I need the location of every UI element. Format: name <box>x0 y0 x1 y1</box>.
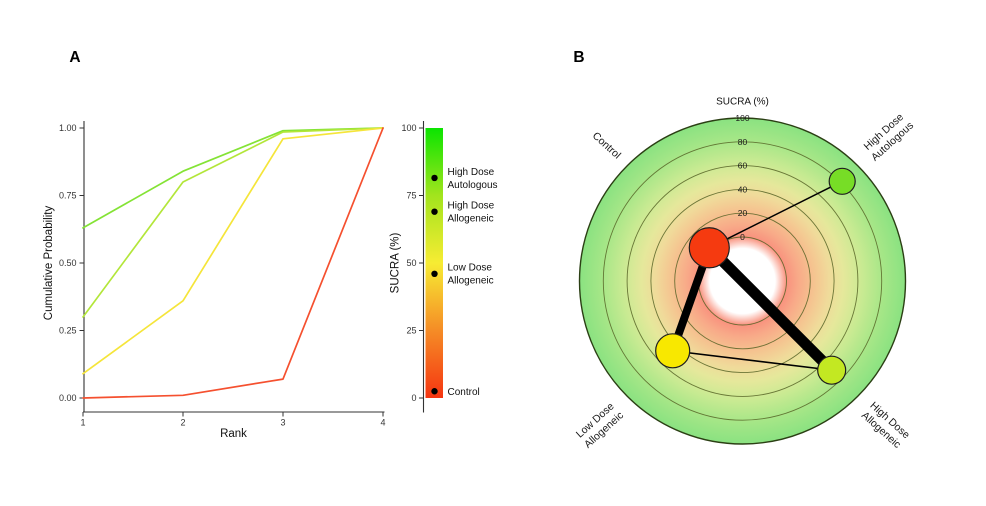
radial-ring-label-40: 40 <box>738 184 748 194</box>
panel-b-radial-network: 0 20 40 60 80 100 Control High DoseAutologous Lo… <box>573 110 916 451</box>
radial-ring-label-60: 60 <box>738 161 748 171</box>
node-label-high-dose-allogeneic: High DoseAllogeneic <box>859 400 912 451</box>
radial-ring-label-80: 80 <box>738 137 748 147</box>
series-line-low-dose-allogeneic <box>82 127 384 375</box>
network-node-high-dose-autologous <box>828 167 856 195</box>
x-axis-tick-label: 3 <box>280 418 285 428</box>
y-axis-tick-label: 0.00 <box>59 393 77 403</box>
series-line-high-dose-autologous <box>82 127 384 229</box>
panel-a-colorbar-legend: 0 25 50 75 100 High Dose Autologous High Dose Al… <box>401 121 498 413</box>
radial-ring-40 <box>650 188 835 374</box>
node-label-low-dose-allogeneic: Low DoseAllogeneic <box>573 400 626 451</box>
colorbar-marker-label-control: Control <box>448 387 480 398</box>
colorbar-tick-label: 100 <box>401 123 416 133</box>
y-axis-tick-label: 0.75 <box>59 191 77 201</box>
y-axis-title: Cumulative Probability <box>43 206 55 321</box>
y-axis-tick-label: 1.00 <box>59 123 77 133</box>
x-axis-tick-label: 4 <box>380 418 385 428</box>
colorbar-tick-label: 25 <box>406 326 416 336</box>
colorbar-marker-label-high-dose-allogeneic: High Dose Allogeneic <box>448 201 495 225</box>
colorbar-gradient-bar <box>425 128 443 398</box>
x-axis-tick-label: 2 <box>180 418 185 428</box>
network-node-low-dose-allogeneic <box>655 333 691 369</box>
radial-ring-label-20: 20 <box>738 208 748 218</box>
colorbar-tick-label: 0 <box>411 393 416 403</box>
radial-ring-60 <box>626 165 859 397</box>
radial-ring-80 <box>602 141 883 421</box>
colorbar-marker-label-high-dose-autologous: High Dose Autologous <box>448 167 498 191</box>
network-edge-control--high-dose-allogeneic <box>705 243 836 375</box>
colorbar-marker-dot-high-dose-allogeneic <box>431 208 438 215</box>
colorbar-tick-label: 75 <box>406 191 416 201</box>
network-node-control <box>688 227 730 269</box>
network-edge-low-dose-allogeneic--high-dose-allogeneic <box>672 350 832 371</box>
x-axis-tick-label: 1 <box>80 418 85 428</box>
node-label-control: Control <box>590 130 623 162</box>
colorbar-marker-dot-control <box>431 388 438 395</box>
colorbar-marker-dot-low-dose-allogeneic <box>431 270 438 277</box>
radial-ring-20 <box>674 212 811 350</box>
colorbar-axis-title: SUCRA (%) <box>390 232 402 293</box>
radial-plot-title: SUCRA (%) <box>716 97 769 108</box>
panel-a-line-chart: 0.00 0.25 0.50 0.75 1.00 1 2 3 4 <box>59 121 386 428</box>
y-axis-tick-label: 0.50 <box>59 258 77 268</box>
x-axis-title: Rank <box>220 428 247 440</box>
radial-ring-label-100: 100 <box>735 113 749 123</box>
network-edge-control--high-dose-autologous <box>708 180 843 249</box>
panel-a-label: A <box>69 49 80 66</box>
series-line-control <box>82 127 384 399</box>
colorbar-marker-label-low-dose-allogeneic: Low Dose Allogeneic <box>448 263 494 287</box>
colorbar-tick-label: 50 <box>406 258 416 268</box>
radial-ring-label-0: 0 <box>740 232 745 242</box>
panel-b-label: B <box>573 49 584 66</box>
colorbar-marker-dot-high-dose-autologous <box>431 174 438 182</box>
node-label-high-dose-autologous: High DoseAutologous <box>860 110 916 164</box>
network-node-high-dose-allogeneic <box>817 355 847 385</box>
series-line-high-dose-allogeneic <box>82 127 384 318</box>
y-axis-tick-label: 0.25 <box>59 326 77 336</box>
